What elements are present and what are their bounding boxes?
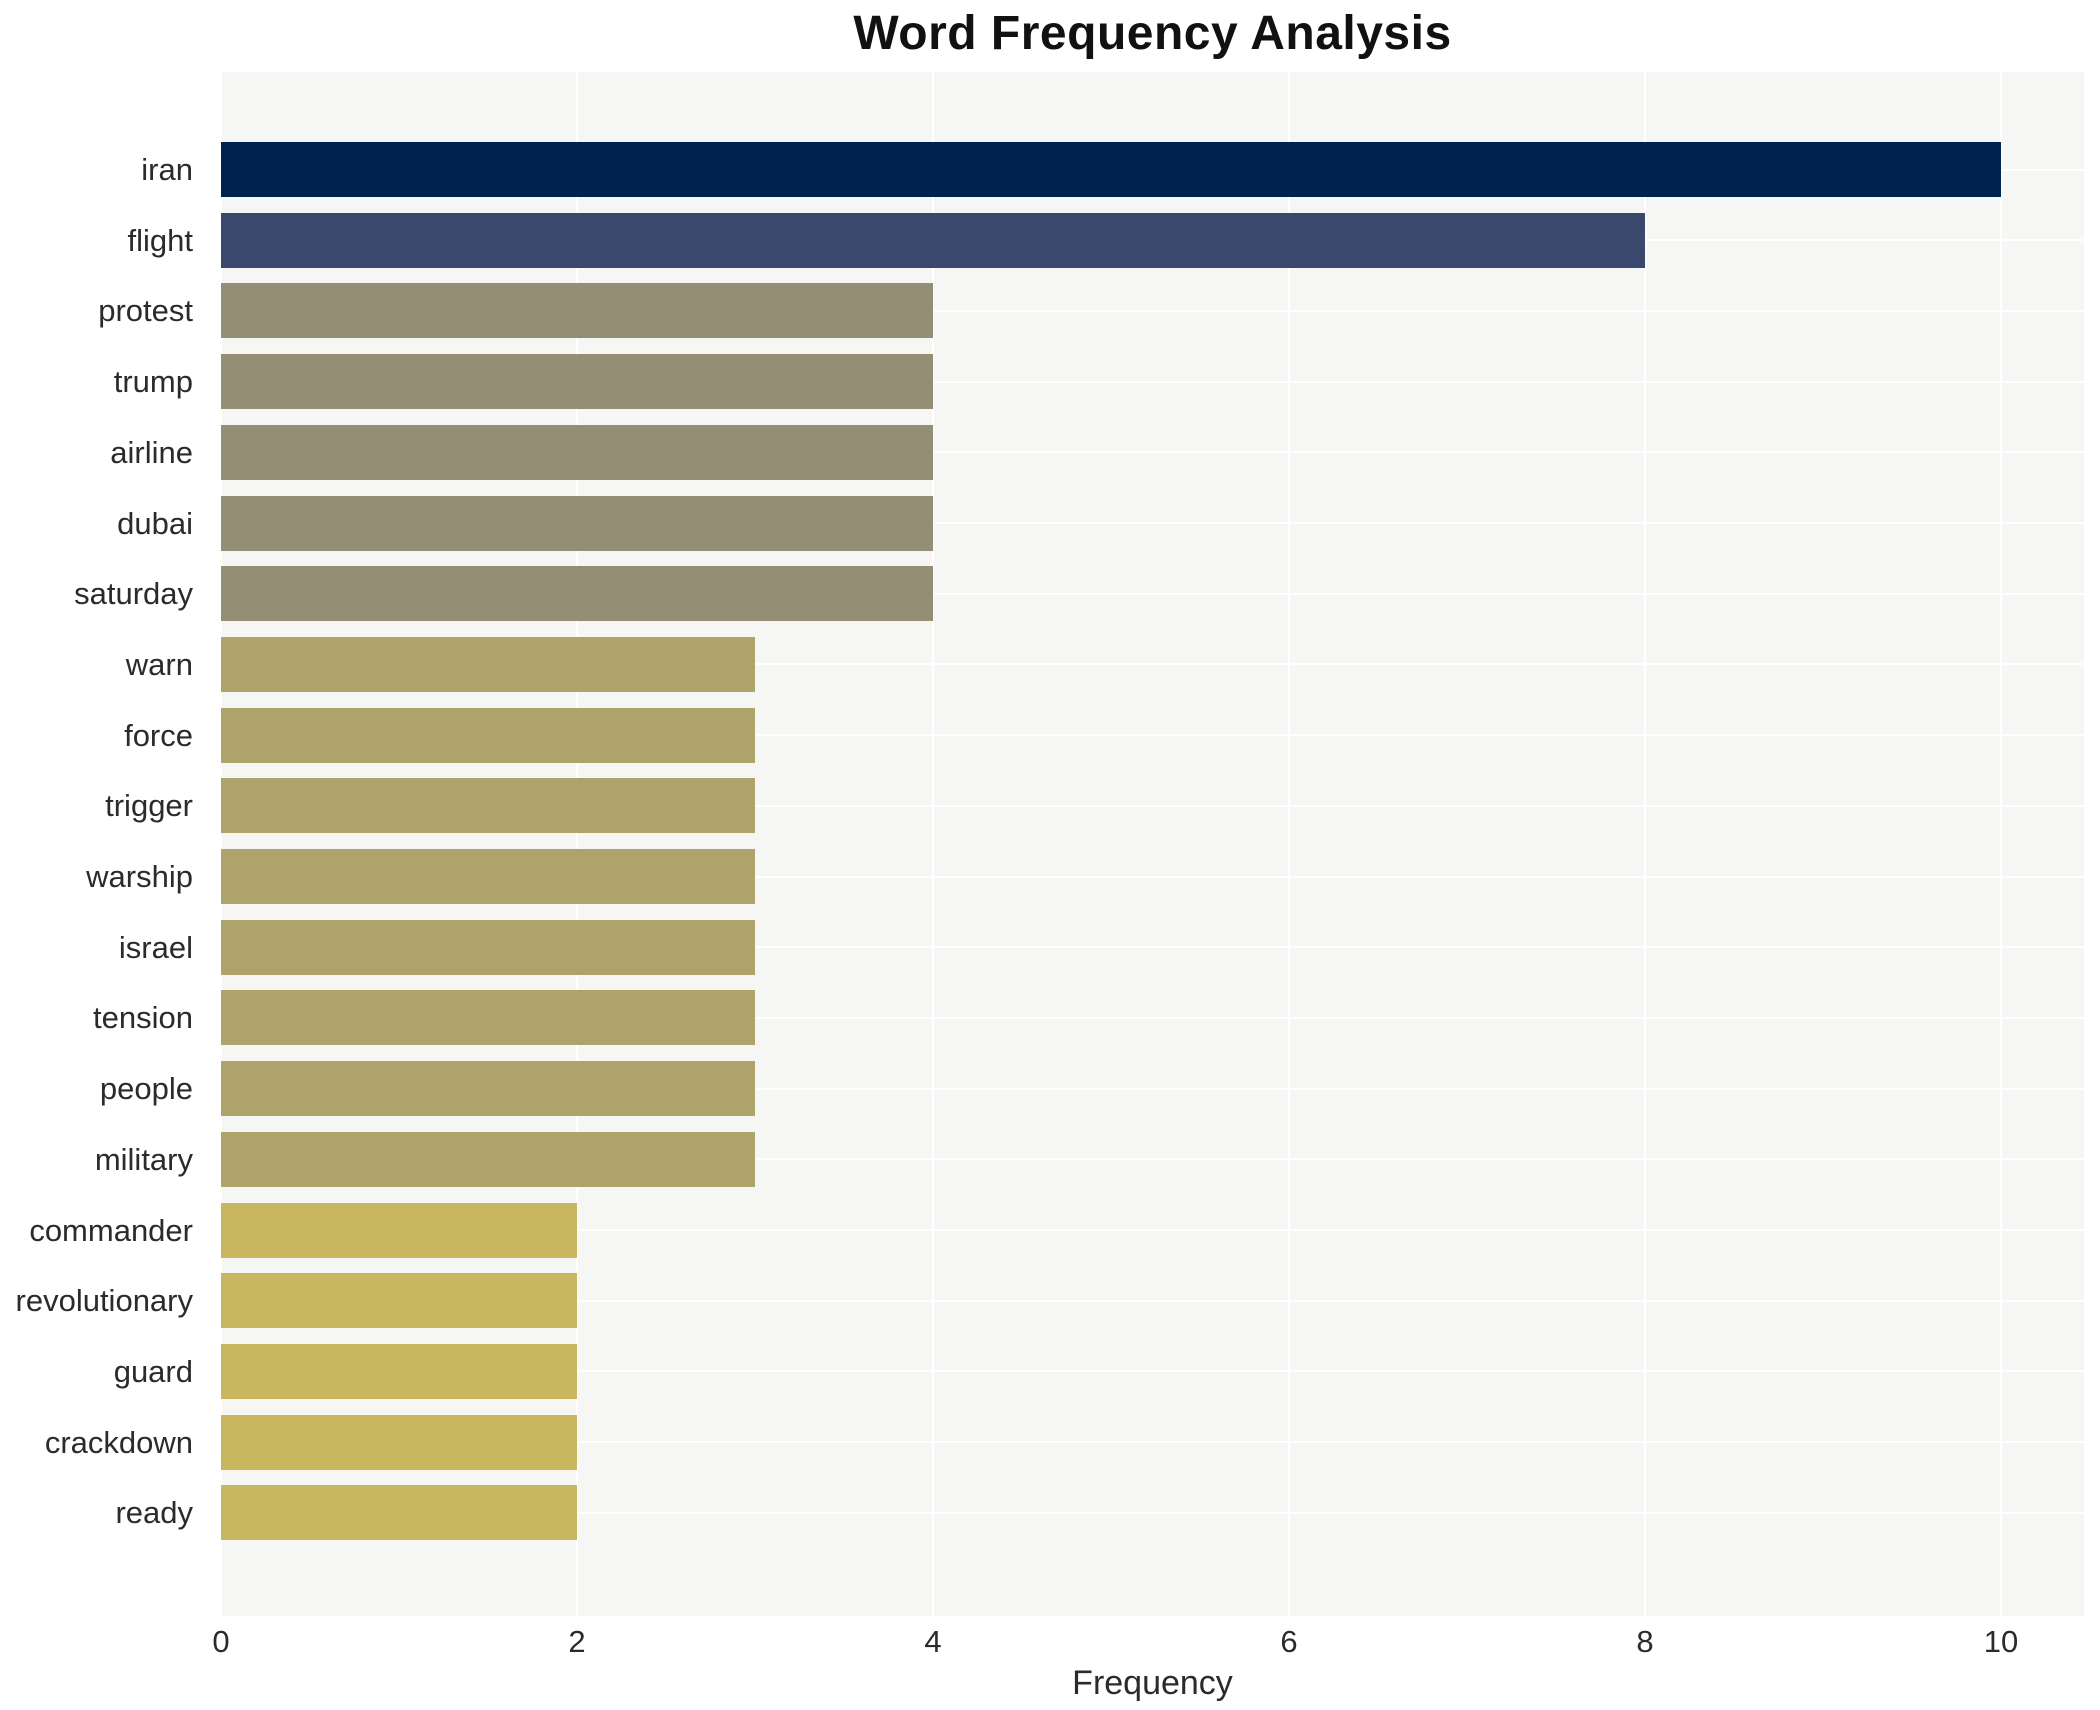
bar-commander bbox=[221, 1202, 577, 1258]
x-tick-label-10: 10 bbox=[1983, 1624, 2019, 1659]
bar-people bbox=[221, 1061, 755, 1117]
y-gridline-revolutionary bbox=[221, 1299, 2084, 1302]
y-gridline-dubai bbox=[221, 522, 2084, 524]
y-label-flight: flight bbox=[127, 222, 193, 258]
bar-force bbox=[221, 707, 755, 763]
bar-guard bbox=[221, 1343, 577, 1399]
x-gridline-8 bbox=[1644, 72, 1646, 1616]
x-gridline-0 bbox=[220, 72, 222, 1616]
y-gridline-warship bbox=[221, 875, 2084, 878]
y-gridline-force bbox=[221, 734, 2084, 737]
bar-trigger bbox=[221, 778, 755, 834]
bar-tension bbox=[221, 990, 755, 1046]
bar-dubai bbox=[221, 495, 933, 551]
y-label-trigger: trigger bbox=[105, 788, 193, 824]
y-label-warn: warn bbox=[125, 646, 193, 682]
bar-airline bbox=[221, 424, 933, 480]
x-axis-title: Frequency bbox=[1072, 1664, 1233, 1702]
y-label-commander: commander bbox=[29, 1212, 193, 1248]
y-label-revolutionary: revolutionary bbox=[15, 1283, 193, 1319]
y-label-force: force bbox=[124, 717, 193, 753]
y-gridline-ready bbox=[221, 1511, 2084, 1514]
bar-crackdown bbox=[221, 1414, 577, 1470]
x-gridline-4 bbox=[932, 72, 934, 1616]
bar-revolutionary bbox=[221, 1273, 577, 1329]
plot-area bbox=[220, 72, 2084, 1616]
y-label-people: people bbox=[99, 1071, 193, 1107]
bar-trump bbox=[221, 354, 933, 410]
y-axis-labels: iran flight protest trump airline dubai saturd… bbox=[0, 72, 207, 1616]
y-label-airline: airline bbox=[110, 434, 193, 470]
x-tick-label-4: 4 bbox=[924, 1624, 942, 1659]
y-label-tension: tension bbox=[93, 1000, 193, 1036]
bar-israel bbox=[221, 919, 755, 975]
y-gridline-saturday bbox=[221, 592, 2084, 595]
y-label-ready: ready bbox=[115, 1495, 193, 1531]
y-gridline-commander bbox=[221, 1229, 2084, 1231]
y-label-crackdown: crackdown bbox=[44, 1424, 193, 1460]
y-gridline-people bbox=[221, 1087, 2084, 1090]
bar-flight bbox=[221, 212, 1645, 268]
y-label-guard: guard bbox=[113, 1353, 193, 1389]
y-label-israel: israel bbox=[118, 929, 193, 965]
y-gridline-tension bbox=[221, 1016, 2084, 1019]
y-gridline-protest bbox=[221, 309, 2084, 312]
y-label-iran: iran bbox=[141, 152, 193, 187]
chart-title: Word Frequency Analysis bbox=[853, 7, 1452, 60]
bar-warship bbox=[221, 849, 755, 904]
y-gridline-crackdown bbox=[221, 1441, 2084, 1444]
y-gridline-trigger bbox=[221, 804, 2084, 807]
bar-warn bbox=[221, 636, 755, 692]
bar-ready bbox=[221, 1485, 577, 1541]
y-gridline-airline bbox=[221, 451, 2084, 454]
y-label-protest: protest bbox=[98, 293, 193, 329]
bar-protest bbox=[221, 283, 933, 339]
x-gridline-2 bbox=[576, 72, 578, 1616]
y-gridline-warn bbox=[221, 663, 2084, 666]
y-gridline-guard bbox=[221, 1370, 2084, 1373]
x-tick-label-6: 6 bbox=[1280, 1624, 1298, 1659]
x-tick-label-2: 2 bbox=[568, 1624, 586, 1659]
x-tick-label-0: 0 bbox=[212, 1624, 230, 1659]
y-label-warship: warship bbox=[86, 859, 193, 894]
y-label-saturday: saturday bbox=[74, 576, 193, 612]
y-gridline-military bbox=[221, 1158, 2084, 1161]
y-gridline-israel bbox=[221, 946, 2084, 949]
x-gridline-6 bbox=[1288, 72, 1290, 1616]
x-axis-ticks: 0 2 4 6 8 10 bbox=[212, 1624, 2084, 1664]
y-label-trump: trump bbox=[113, 364, 193, 400]
y-label-dubai: dubai bbox=[117, 505, 193, 541]
x-gridline-10 bbox=[2000, 72, 2002, 1616]
bar-military bbox=[221, 1131, 755, 1187]
y-gridline-trump bbox=[221, 380, 2084, 383]
y-label-military: military bbox=[94, 1141, 193, 1177]
x-tick-label-8: 8 bbox=[1636, 1624, 1654, 1659]
bar-iran bbox=[221, 142, 2001, 197]
bar-saturday bbox=[221, 566, 933, 622]
